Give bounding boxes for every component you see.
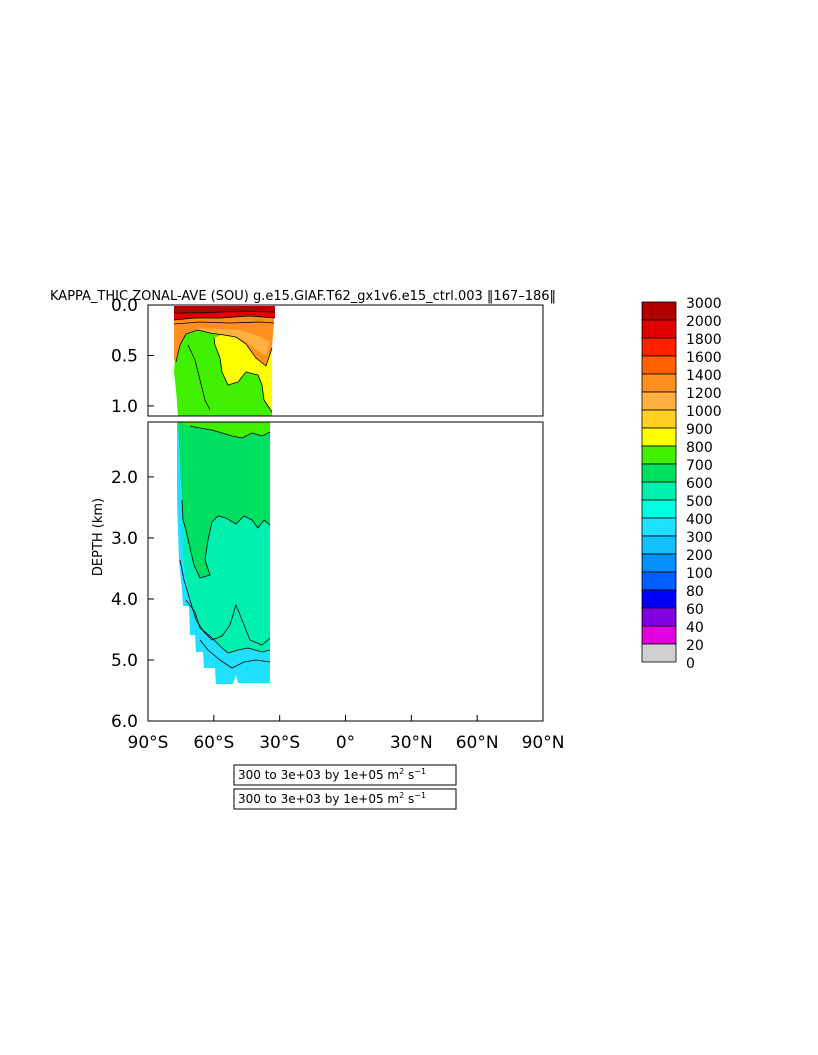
x-tick-label: 60°S (193, 733, 234, 753)
colorbar-swatch (641, 445, 677, 465)
x-tick-label: 90°S (128, 733, 169, 753)
colorbar-label: 500 (686, 494, 713, 510)
colorbar-label: 700 (686, 458, 713, 474)
colorbar-swatch (641, 571, 677, 591)
axes: 90°S 60°S 30°S 0° 30°N 60°N 90°N 0.0 0.5 1.0 2.0 3.… (111, 296, 564, 753)
colorbar-swatch (641, 319, 677, 339)
x-tick-label: 30°N (390, 733, 433, 753)
colorbar-label: 400 (686, 512, 713, 528)
colorbar-label: 1200 (686, 386, 722, 402)
x-tick-label: 0° (336, 733, 355, 753)
colorbar-swatch (641, 481, 677, 501)
colorbar: 3000200018001600140012001000900800700600… (641, 296, 722, 672)
colorbar-label: 1400 (686, 368, 722, 384)
colorbar-swatch (641, 625, 677, 645)
colorbar-label: 800 (686, 440, 713, 456)
colorbar-swatch (641, 607, 677, 627)
colorbar-label: 60 (686, 602, 704, 618)
legend-box-1: 300 to 3e+03 by 1e+05 m2 s−1 (233, 764, 457, 786)
colorbar-swatch (641, 337, 677, 357)
y-tick-label: 6.0 (111, 712, 138, 732)
lower-panel-fill (177, 422, 271, 684)
colorbar-label: 100 (686, 566, 713, 582)
colorbar-label: 0 (686, 656, 695, 672)
colorbar-swatch (641, 517, 677, 537)
chart-title: KAPPA_THIC ZONAL-AVE (SOU) g.e15.GIAF.T6… (50, 289, 556, 304)
legend-box-2: 300 to 3e+03 by 1e+05 m2 s−1 (233, 788, 457, 810)
colorbar-swatch (641, 373, 677, 393)
colorbar-swatch (641, 643, 677, 663)
x-tick-label: 60°N (456, 733, 499, 753)
legend-box-1-mid: s (404, 768, 414, 782)
legend-box-2-sup2: −1 (414, 791, 426, 800)
colorbar-label: 2000 (686, 314, 722, 330)
colorbar-label: 40 (686, 620, 704, 636)
upper-band-lightorange (196, 328, 270, 356)
legend-box-2-text: 300 to 3e+03 by 1e+05 m (238, 792, 399, 806)
x-tick-label: 90°N (522, 733, 565, 753)
y-tick-label: 0.0 (111, 296, 138, 316)
colorbar-label: 20 (686, 638, 704, 654)
colorbar-swatch (641, 355, 677, 375)
y-tick-label: 0.5 (111, 346, 138, 366)
colorbar-swatch (641, 535, 677, 555)
legend-box-1-sup2: −1 (414, 767, 426, 776)
legend-box-2-sup1: 2 (399, 791, 404, 800)
x-tick-label: 30°S (259, 733, 300, 753)
colorbar-label: 3000 (686, 296, 722, 312)
colorbar-swatch (641, 589, 677, 609)
colorbar-swatch (641, 427, 677, 447)
colorbar-label: 900 (686, 422, 713, 438)
colorbar-label: 600 (686, 476, 713, 492)
colorbar-swatch (641, 391, 677, 411)
colorbar-label: 300 (686, 530, 713, 546)
colorbar-label: 200 (686, 548, 713, 564)
legend-box-1-sup1: 2 (399, 767, 404, 776)
colorbar-swatch (641, 553, 677, 573)
colorbar-swatch (641, 463, 677, 483)
colorbar-label: 80 (686, 584, 704, 600)
y-axis-label: DEPTH (km) (91, 498, 106, 576)
y-tick-label: 3.0 (111, 529, 138, 549)
colorbar-label: 1000 (686, 404, 722, 420)
upper-panel-fill (173, 306, 276, 416)
upper-band-orange (174, 314, 274, 366)
colorbar-swatch (641, 301, 677, 321)
colorbar-swatch (641, 499, 677, 519)
lower-band-lightgreen (178, 422, 270, 438)
y-tick-label: 5.0 (111, 651, 138, 671)
colorbar-label: 1800 (686, 332, 722, 348)
y-tick-label: 4.0 (111, 590, 138, 610)
svg-text:300 to 3e+03 by 1e+05 m2 s−1: 300 to 3e+03 by 1e+05 m2 s−1 (238, 767, 426, 782)
legend-box-1-text: 300 to 3e+03 by 1e+05 m (238, 768, 399, 782)
upper-panel-frame (147, 304, 544, 417)
y-tick-label: 2.0 (111, 468, 138, 488)
colorbar-label: 1600 (686, 350, 722, 366)
svg-text:300 to 3e+03 by 1e+05 m2 s−1: 300 to 3e+03 by 1e+05 m2 s−1 (238, 791, 426, 806)
y-tick-label: 1.0 (111, 397, 138, 417)
legend-box-2-mid: s (404, 792, 414, 806)
colorbar-swatch (641, 409, 677, 429)
lower-band-green (178, 422, 270, 578)
